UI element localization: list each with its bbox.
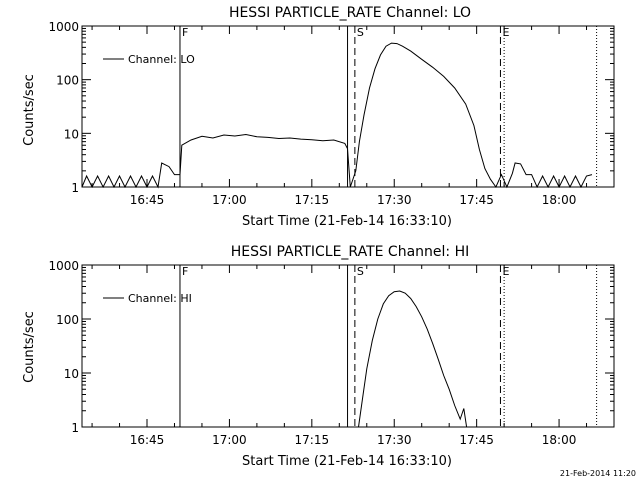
series-line [358,290,468,428]
x-axis-label: Start Time (21-Feb-14 16:33:10) [242,454,452,469]
y-tick-label: 10 [64,127,79,141]
series-line [81,42,593,189]
x-tick-label: 18:00 [542,433,577,447]
y-axis-label: Counts/sec [22,311,37,383]
x-axis-label: Start Time (21-Feb-14 16:33:10) [242,214,452,229]
x-tick-label: 17:30 [377,193,412,207]
x-tick-label: 17:45 [459,193,494,207]
y-tick-label: 1000 [48,20,79,34]
legend: Channel: LO [103,53,195,66]
legend-label: Channel: HI [128,292,192,305]
y-axis-label: Counts/sec [22,74,37,146]
legend-label: Channel: LO [128,53,195,66]
x-tick-label: 17:00 [212,433,247,447]
event-marker-label: F [182,26,188,39]
y-tick-label: 100 [56,313,79,327]
y-tick-label: 100 [56,74,79,88]
event-marker-label: S [357,26,364,39]
footer-timestamp: 21-Feb-2014 11:20 [560,469,636,478]
legend: Channel: HI [103,292,192,305]
chart-title: HESSI PARTICLE_RATE Channel: HI [231,244,469,260]
event-marker-label: S [357,265,364,278]
plot-area: 16:45 17:00 17:15 17:30 17:45 18:00 1 10 100 1000… [48,259,615,447]
y-tick-label: 1 [71,181,79,195]
x-tick-label: 18:00 [542,193,577,207]
x-tick-label: 17:30 [377,433,412,447]
chart-panel-lo: HESSI PARTICLE_RATE Channel: LO 16:45 17:… [22,5,615,229]
event-marker-label: E [502,265,509,278]
chart-title: HESSI PARTICLE_RATE Channel: LO [229,5,471,21]
x-tick-label: 17:45 [459,433,494,447]
x-tick-label: 16:45 [130,433,165,447]
y-tick-label: 1 [71,421,79,435]
event-marker-label: F [182,265,188,278]
x-tick-label: 17:15 [295,193,330,207]
plot-area: 16:45 17:00 17:15 17:30 17:45 18:00 1 10 100 1000… [48,20,615,207]
y-tick-label: 10 [64,367,79,381]
x-tick-label: 17:00 [212,193,247,207]
event-marker-label: E [502,26,509,39]
chart-panel-hi: HESSI PARTICLE_RATE Channel: HI 16:45 17:… [22,244,615,469]
x-tick-label: 16:45 [130,193,165,207]
y-tick-label: 1000 [48,259,79,273]
x-tick-label: 17:15 [295,433,330,447]
